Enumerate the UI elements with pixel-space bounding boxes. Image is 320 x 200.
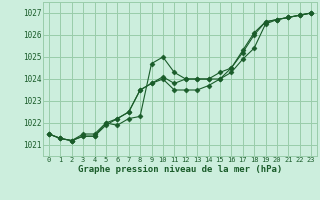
X-axis label: Graphe pression niveau de la mer (hPa): Graphe pression niveau de la mer (hPa) xyxy=(78,165,282,174)
